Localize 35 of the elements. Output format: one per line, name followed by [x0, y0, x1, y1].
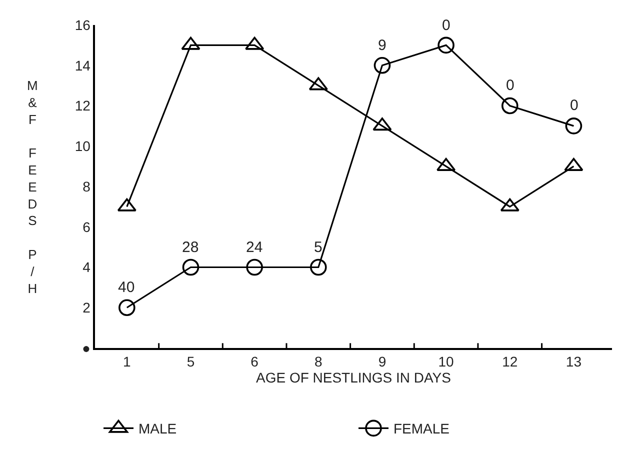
annotation: 0 — [442, 17, 450, 34]
x-axis-title: AGE OF NESTLINGS IN DAYS — [256, 370, 452, 386]
point — [565, 118, 582, 134]
x-tick-label: 1 — [123, 354, 132, 370]
annotation: 0 — [570, 97, 578, 114]
x-tick-label: 5 — [186, 354, 195, 370]
point — [246, 258, 263, 276]
x-tick-label: 12 — [502, 354, 518, 370]
y-tick-label: 2 — [82, 300, 91, 316]
x-tick-label: 13 — [566, 354, 582, 370]
annotation: 28 — [182, 239, 199, 256]
point — [501, 97, 518, 114]
annotation: 24 — [246, 239, 263, 256]
legend-label: MALE — [138, 420, 177, 437]
y-tick-label: 10 — [74, 138, 91, 154]
annotation: 40 — [118, 279, 135, 296]
x-tick-label: 9 — [378, 354, 386, 370]
point — [182, 258, 200, 276]
y-tick-label: 12 — [74, 98, 91, 114]
annotation: 0 — [506, 77, 514, 94]
text: M&F FEEDS P/H — [27, 78, 38, 296]
y-tick-label: 14 — [74, 57, 91, 74]
annotation: 9 — [378, 37, 386, 54]
annotation: 5 — [314, 239, 322, 256]
x-tick-label: 8 — [314, 354, 322, 370]
point — [310, 258, 327, 276]
y-tick-label: ● — [82, 340, 90, 356]
y-tick-label: 16 — [74, 16, 91, 33]
x-tick-label: 6 — [250, 354, 259, 370]
point — [118, 299, 136, 316]
legend-label: FEMALE — [394, 420, 450, 437]
x-tick-label: 10 — [438, 354, 454, 370]
y-tick-label: 8 — [82, 178, 91, 194]
y-tick-label: 6 — [82, 218, 91, 235]
y-tick-label: 4 — [82, 259, 91, 276]
